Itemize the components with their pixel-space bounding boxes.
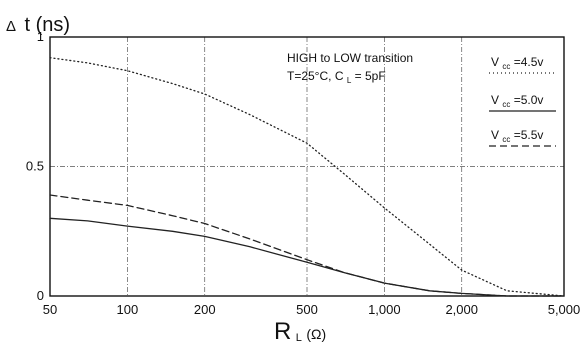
x-tick-label: 200	[194, 302, 216, 317]
y-axis-symbol: Δ	[6, 18, 16, 35]
series-line-0	[49, 57, 565, 297]
x-tick-labels: 50 100 200 500 1,000 2,000 5,000	[43, 302, 581, 317]
plot-frame	[49, 36, 565, 297]
legend-v-5-0: V	[491, 93, 499, 107]
x-tick-label: 100	[117, 302, 139, 317]
x-tick-label: 2,000	[445, 302, 478, 317]
annotation-line1: HIGH to LOW transition	[287, 51, 413, 65]
x-axis-main: R	[274, 318, 291, 345]
series-line-2	[49, 194, 565, 297]
legend: V cc =4.5v V cc =5.0v V cc =5.5v	[489, 55, 556, 147]
y-tick-label: 0	[37, 288, 44, 303]
x-axis-sub: L	[296, 332, 302, 344]
legend-sub-5-5: cc	[502, 135, 510, 144]
legend-rest-4-5: =4.5v	[514, 55, 544, 69]
x-tick-label: 50	[43, 302, 57, 317]
legend-sub-5-0: cc	[502, 100, 510, 109]
y-axis-title: Δ t (ns)	[6, 14, 70, 36]
legend-v-4-5: V	[491, 55, 499, 69]
annotation-line2: T=25°C, C L = 5pF	[287, 69, 386, 86]
annotation-line2-post: = 5pF	[355, 69, 386, 83]
x-axis-title: R L (Ω)	[274, 318, 326, 345]
legend-label-5-0v: V cc =5.0v	[491, 93, 543, 110]
x-axis-unit: (Ω)	[306, 326, 326, 342]
y-tick-labels: 00.51	[26, 29, 44, 303]
x-tick-label: 5,000	[548, 302, 581, 317]
legend-label-5-5v: V cc =5.5v	[491, 128, 543, 145]
legend-v-5-5: V	[491, 128, 499, 142]
x-tick-label: 1,000	[368, 302, 401, 317]
y-tick-label: 0.5	[26, 159, 44, 174]
y-axis-text: t (ns)	[24, 14, 70, 36]
grid	[50, 37, 564, 296]
x-tick-label: 500	[296, 302, 318, 317]
legend-rest-5-5: =5.5v	[514, 128, 544, 142]
legend-sub-4-5: cc	[502, 62, 510, 71]
y-tick-label: 1	[37, 29, 44, 44]
legend-rest-5-0: =5.0v	[514, 93, 544, 107]
annotation-line2-pre: T=25°C, C	[287, 69, 344, 83]
legend-label-4-5v: V cc =4.5v	[491, 55, 543, 72]
annotation-line2-sub: L	[347, 76, 352, 85]
series-layer	[49, 57, 565, 297]
